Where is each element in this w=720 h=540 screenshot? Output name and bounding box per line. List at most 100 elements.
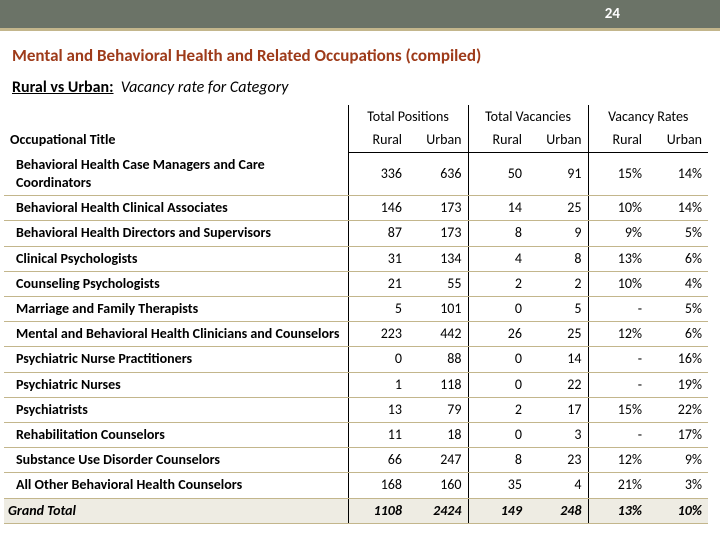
cell: 11 — [348, 422, 408, 447]
cell: 0 — [468, 422, 528, 447]
cell: 10% — [588, 271, 648, 296]
table-sub-header-row: Occupational Title Rural Urban Rural Urb… — [4, 128, 708, 153]
cell: 118 — [408, 372, 468, 397]
cell: 22% — [648, 397, 708, 422]
total-cell: 248 — [528, 498, 588, 523]
cell: - — [588, 347, 648, 372]
col-header: Rural — [348, 128, 408, 153]
table-row: All Other Behavioral Health Counselors16… — [4, 473, 708, 498]
cell: 55 — [408, 271, 468, 296]
cell: 16% — [648, 347, 708, 372]
subtitle-value: Vacancy rate for Category — [117, 78, 288, 97]
cell: 5 — [348, 297, 408, 322]
data-table: Total Positions Total Vacancies Vacancy … — [4, 105, 708, 524]
cell: 4% — [648, 271, 708, 296]
cell: 146 — [348, 196, 408, 221]
cell: 336 — [348, 153, 408, 196]
cell: 6% — [648, 322, 708, 347]
cell: 91 — [528, 153, 588, 196]
page-number: 24 — [605, 5, 620, 23]
total-cell: 10% — [648, 498, 708, 523]
cell: 66 — [348, 448, 408, 473]
cell: 10% — [588, 196, 648, 221]
col-header-title: Occupational Title — [4, 128, 348, 153]
cell: 5% — [648, 297, 708, 322]
cell: 31 — [348, 246, 408, 271]
row-title: Psychiatrists — [4, 397, 348, 422]
group-header-vacancies: Total Vacancies — [468, 105, 588, 128]
cell: 8 — [468, 221, 528, 246]
cell: 0 — [348, 347, 408, 372]
table-total-row: Grand Total1108242414924813%10% — [4, 498, 708, 523]
table-row: Substance Use Disorder Counselors6624782… — [4, 448, 708, 473]
table-row: Mental and Behavioral Health Clinicians … — [4, 322, 708, 347]
cell: 25 — [528, 196, 588, 221]
cell: 0 — [468, 347, 528, 372]
cell: 12% — [588, 322, 648, 347]
cell: 0 — [468, 372, 528, 397]
cell: 88 — [408, 347, 468, 372]
cell: 15% — [588, 397, 648, 422]
section-subtitle: Rural vs Urban: Vacancy rate for Categor… — [0, 72, 720, 105]
cell: 168 — [348, 473, 408, 498]
section-title: Mental and Behavioral Health and Related… — [0, 35, 720, 72]
table-row: Behavioral Health Case Managers and Care… — [4, 153, 708, 196]
row-title: Substance Use Disorder Counselors — [4, 448, 348, 473]
cell: 5% — [648, 221, 708, 246]
cell: 13 — [348, 397, 408, 422]
cell: 9% — [648, 448, 708, 473]
table-row: Rehabilitation Counselors111803-17% — [4, 422, 708, 447]
cell: 173 — [408, 221, 468, 246]
cell: 14% — [648, 196, 708, 221]
cell: 14 — [468, 196, 528, 221]
cell: 3% — [648, 473, 708, 498]
cell: - — [588, 297, 648, 322]
cell: 223 — [348, 322, 408, 347]
cell: 442 — [408, 322, 468, 347]
cell: 17 — [528, 397, 588, 422]
cell: 160 — [408, 473, 468, 498]
cell: 21% — [588, 473, 648, 498]
subtitle-label: Rural vs Urban: — [12, 78, 114, 97]
row-title: Psychiatric Nurse Practitioners — [4, 347, 348, 372]
cell: 87 — [348, 221, 408, 246]
table-row: Psychiatric Nurses1118022-19% — [4, 372, 708, 397]
cell: 5 — [528, 297, 588, 322]
cell: 35 — [468, 473, 528, 498]
cell: 0 — [468, 297, 528, 322]
row-title: Behavioral Health Case Managers and Care… — [4, 153, 348, 196]
row-title: Psychiatric Nurses — [4, 372, 348, 397]
cell: - — [588, 422, 648, 447]
cell: 19% — [648, 372, 708, 397]
total-cell: 2424 — [408, 498, 468, 523]
header-underline — [0, 28, 720, 31]
row-title: Counseling Psychologists — [4, 271, 348, 296]
cell: 21 — [348, 271, 408, 296]
cell: 14 — [528, 347, 588, 372]
cell: 4 — [468, 246, 528, 271]
cell: 12% — [588, 448, 648, 473]
cell: 636 — [408, 153, 468, 196]
total-title: Grand Total — [4, 498, 348, 523]
cell: 9% — [588, 221, 648, 246]
row-title: Clinical Psychologists — [4, 246, 348, 271]
group-header-rates: Vacancy Rates — [588, 105, 708, 128]
cell: 9 — [528, 221, 588, 246]
cell: 1 — [348, 372, 408, 397]
cell: 26 — [468, 322, 528, 347]
row-title: Rehabilitation Counselors — [4, 422, 348, 447]
cell: 247 — [408, 448, 468, 473]
group-header-positions: Total Positions — [348, 105, 468, 128]
cell: 4 — [528, 473, 588, 498]
row-title: Behavioral Health Directors and Supervis… — [4, 221, 348, 246]
table-row: Behavioral Health Directors and Supervis… — [4, 221, 708, 246]
cell: 8 — [528, 246, 588, 271]
col-header: Rural — [468, 128, 528, 153]
col-header: Urban — [408, 128, 468, 153]
cell: 79 — [408, 397, 468, 422]
cell: 6% — [648, 246, 708, 271]
total-cell: 149 — [468, 498, 528, 523]
table-row: Psychiatrists137921715%22% — [4, 397, 708, 422]
row-title: All Other Behavioral Health Counselors — [4, 473, 348, 498]
col-header: Urban — [528, 128, 588, 153]
